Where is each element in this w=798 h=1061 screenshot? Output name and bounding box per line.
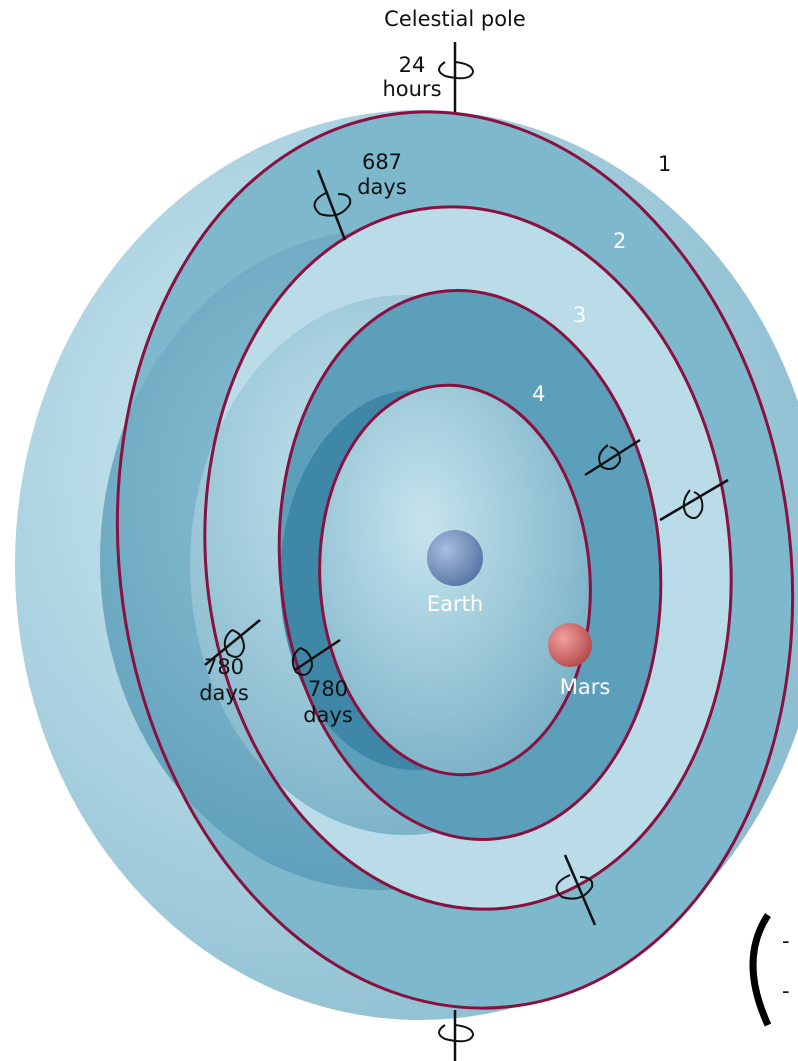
sphere-label: 1 [658,152,671,176]
sphere-label: 3 [573,303,586,327]
ring-4 [318,383,592,777]
period-number: 24 [399,53,426,77]
axis-780-outer [204,619,261,666]
period-unit: hours [382,77,441,101]
ring-3 [277,289,663,841]
ring-2 [203,205,733,911]
period-number: 780 [308,677,348,701]
body-label: Earth [427,592,483,616]
cropped-fragment: - [782,929,790,953]
body-label: Mars [560,675,611,699]
title: Celestial pole [384,7,526,31]
period-number: 687 [362,150,402,174]
rotation-arrow [313,191,352,217]
axis-780-inner [294,638,341,672]
bracket [749,913,772,1027]
cropped-fragment: - [782,979,790,1003]
period-number: 780 [204,655,244,679]
rotation-arrow [438,61,475,80]
rotation-arrow [598,444,622,470]
ring-1 [115,110,795,1010]
axis-2-right [659,478,729,522]
mars [548,623,592,667]
rotation-arrow [223,629,246,658]
sphere-label: 2 [613,229,626,253]
period-unit: days [303,703,353,727]
rotation-arrow [555,874,594,900]
axis-687 [316,169,347,241]
rotation-arrow [438,1024,475,1043]
earth [427,530,483,586]
period-unit: days [199,681,249,705]
period-unit: days [357,175,407,199]
rotation-arrow [291,647,314,676]
sphere-label: 4 [532,382,545,406]
axis-2-bottom [563,854,597,926]
rotation-arrow [682,489,704,520]
axis-3-right [584,438,641,477]
